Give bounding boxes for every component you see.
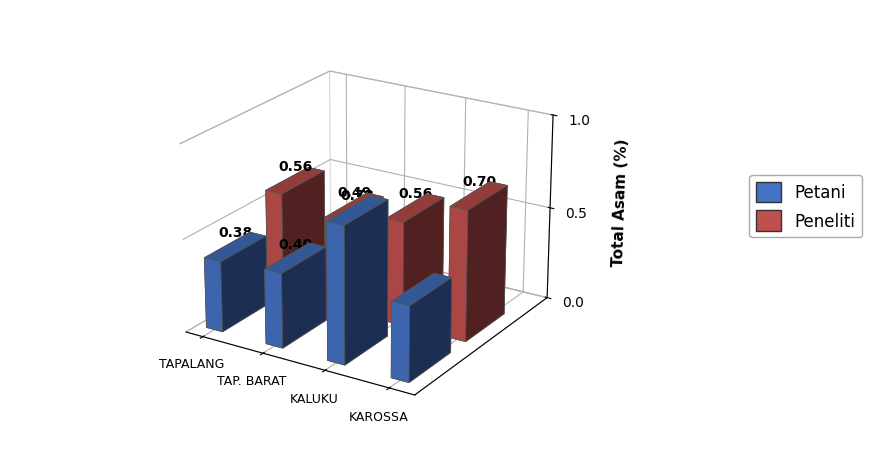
Legend: Petani, Peneliti: Petani, Peneliti [749, 175, 862, 238]
